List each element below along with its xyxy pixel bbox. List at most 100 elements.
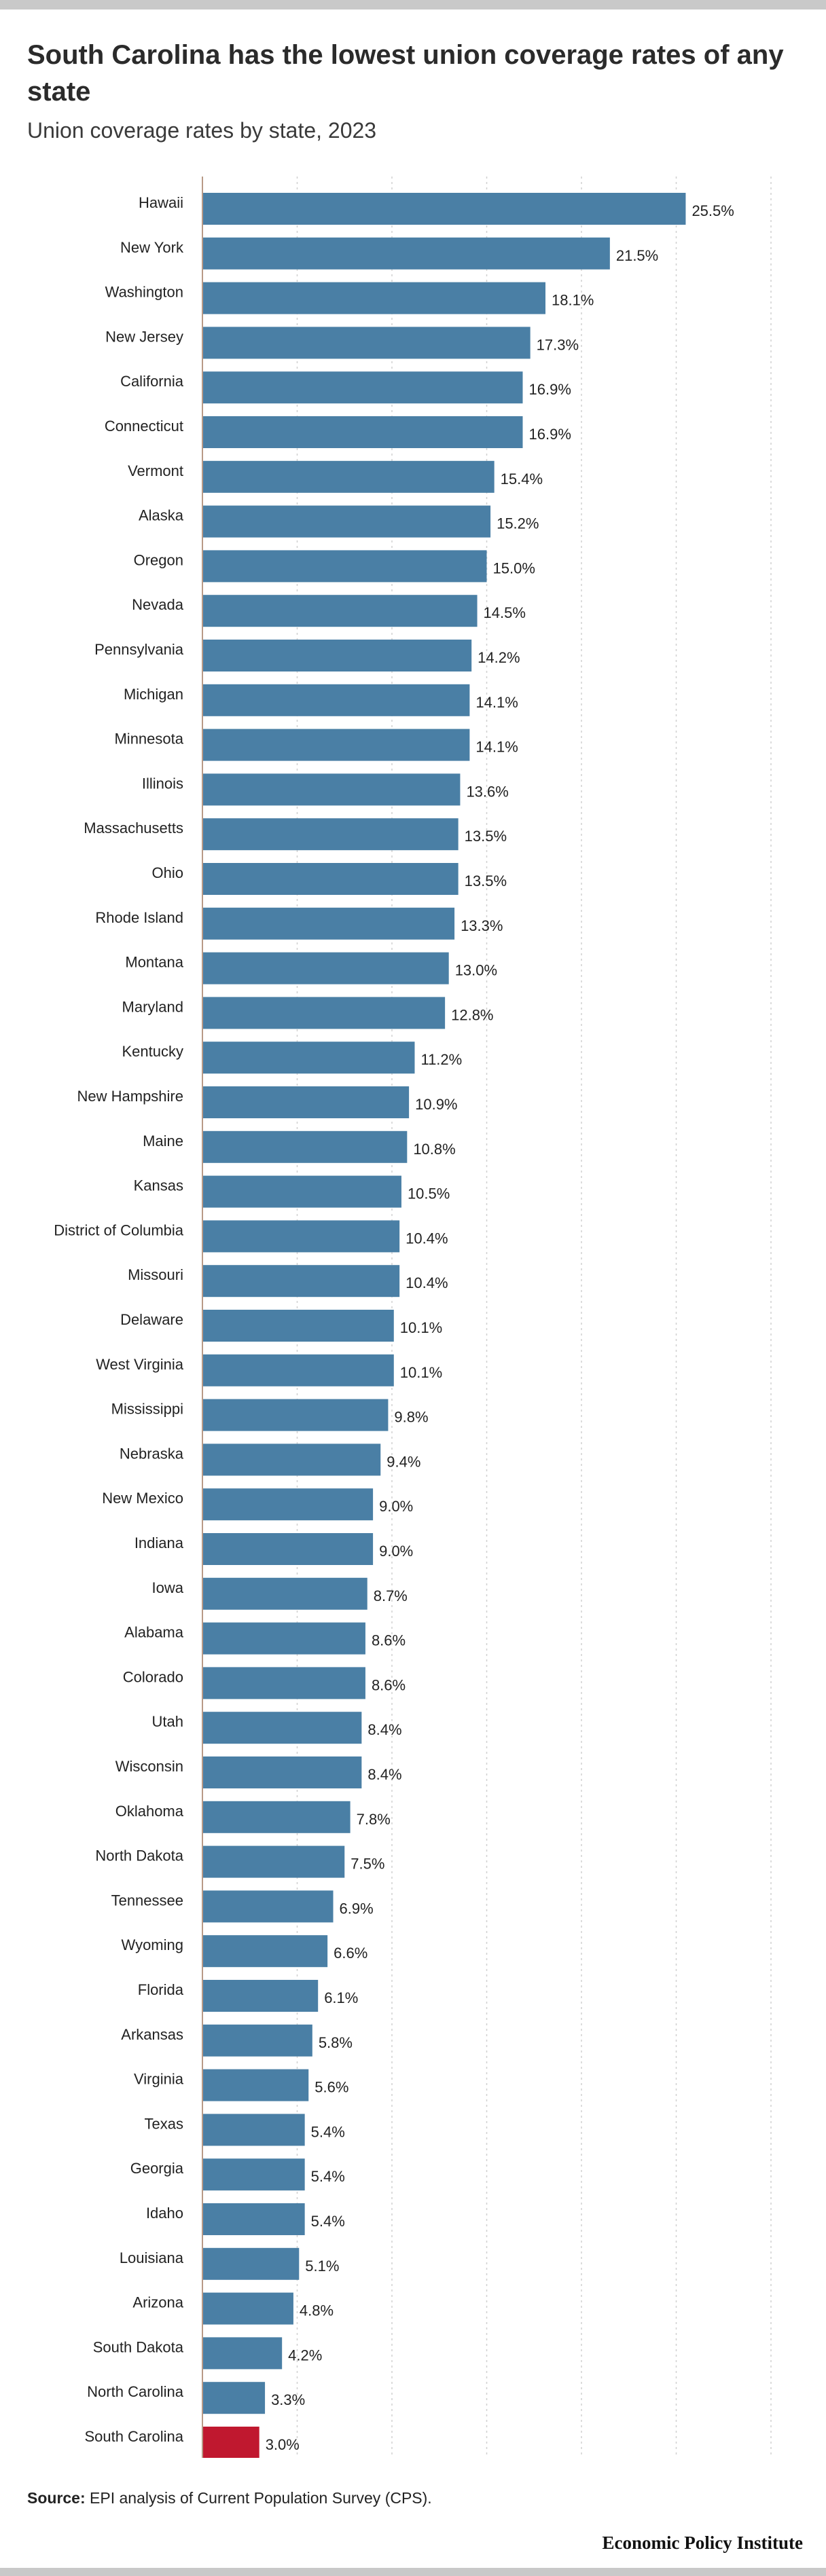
category-label: Massachusetts <box>84 820 183 836</box>
bar <box>202 1488 374 1521</box>
value-label: 9.4% <box>387 1453 420 1470</box>
category-label: Iowa <box>152 1579 184 1596</box>
bar <box>202 1265 400 1298</box>
value-label: 9.8% <box>394 1409 428 1426</box>
value-label: 16.9% <box>529 381 571 398</box>
value-label: 16.9% <box>529 426 571 443</box>
value-label: 8.4% <box>367 1721 401 1738</box>
category-label: Virginia <box>134 2071 184 2088</box>
category-label: Ohio <box>152 864 183 881</box>
bar <box>202 2069 309 2101</box>
bar <box>202 1801 351 1833</box>
value-label: 5.6% <box>315 2079 348 2096</box>
category-label: New Mexico <box>102 1490 183 1507</box>
value-label: 10.1% <box>400 1319 442 1336</box>
category-label: New Jersey <box>105 328 183 345</box>
bar-chart: Hawaii 25.5% New York 21.5% Washington 18.1% N… <box>54 177 772 2458</box>
category-label: California <box>120 373 184 390</box>
value-label: 10.5% <box>408 1185 450 1202</box>
category-label: Alaska <box>139 507 184 524</box>
bar <box>202 907 455 940</box>
bar <box>202 2158 305 2191</box>
value-label: 10.9% <box>415 1096 457 1113</box>
category-label: Wisconsin <box>115 1758 183 1775</box>
category-label: District of Columbia <box>54 1221 183 1238</box>
value-label: 9.0% <box>379 1543 413 1560</box>
category-label: Utah <box>152 1713 183 1730</box>
bar <box>202 729 470 761</box>
value-label: 14.1% <box>475 694 518 711</box>
category-label: Louisiana <box>120 2249 184 2266</box>
bar <box>202 952 449 985</box>
bar <box>202 1086 410 1118</box>
bar <box>202 2292 293 2325</box>
category-label: West Virginia <box>96 1356 184 1373</box>
top-border <box>0 0 826 10</box>
bar <box>202 2382 266 2414</box>
category-label: Missouri <box>128 1266 183 1283</box>
value-label: 7.8% <box>357 1811 391 1828</box>
category-label: Colorado <box>123 1668 183 1685</box>
value-label: 8.4% <box>367 1766 401 1783</box>
bar <box>202 863 459 895</box>
bar <box>202 505 491 538</box>
category-label: Rhode Island <box>95 909 183 926</box>
category-label: Maryland <box>122 998 183 1015</box>
bar <box>202 2247 300 2280</box>
value-label: 10.4% <box>406 1230 448 1247</box>
value-label: 5.4% <box>311 2213 345 2230</box>
category-label: Idaho <box>146 2205 183 2222</box>
category-label: Hawaii <box>139 194 183 211</box>
bar <box>202 1577 367 1610</box>
value-label: 10.4% <box>406 1274 448 1291</box>
value-label: 25.5% <box>692 202 734 219</box>
bar <box>202 684 470 716</box>
value-label: 5.4% <box>311 2168 345 2185</box>
category-label: New York <box>120 239 184 256</box>
category-label: Maine <box>143 1133 183 1149</box>
bar <box>202 371 523 404</box>
bar <box>202 1175 401 1208</box>
bar <box>202 1756 362 1788</box>
category-label: Arkansas <box>121 2026 183 2043</box>
bar <box>202 2427 259 2458</box>
value-label: 13.5% <box>465 872 507 889</box>
value-label: 18.1% <box>552 292 594 309</box>
category-label: Arizona <box>132 2294 183 2311</box>
value-label: 15.2% <box>497 515 539 532</box>
bar <box>202 1980 319 2012</box>
bar <box>202 1042 415 1074</box>
bar <box>202 1443 381 1476</box>
bar <box>202 2203 305 2235</box>
bar <box>202 997 446 1029</box>
category-label: Washington <box>105 284 183 301</box>
category-label: Delaware <box>120 1311 183 1328</box>
bar <box>202 460 495 493</box>
category-label: North Dakota <box>95 1847 183 1864</box>
category-label: Texas <box>145 2115 183 2132</box>
category-label: Kansas <box>134 1177 183 1194</box>
category-label: Georgia <box>130 2160 184 2177</box>
bar <box>202 550 487 583</box>
category-label: Vermont <box>128 462 183 479</box>
bar <box>202 1220 400 1253</box>
source-label: Source: <box>27 2489 86 2507</box>
value-label: 4.8% <box>300 2302 334 2319</box>
value-label: 12.8% <box>451 1006 493 1023</box>
bar <box>202 1845 345 1878</box>
bar <box>202 818 459 851</box>
category-label: Mississippi <box>111 1401 183 1418</box>
value-label: 8.6% <box>372 1632 406 1649</box>
category-label: Michigan <box>124 686 183 703</box>
bar <box>202 1667 365 1699</box>
category-label: South Carolina <box>84 2428 183 2445</box>
category-label: Connecticut <box>105 418 183 435</box>
bar <box>202 2024 312 2057</box>
bar <box>202 1130 408 1163</box>
bar <box>202 1354 394 1386</box>
bar <box>202 640 472 671</box>
bar <box>202 1712 362 1744</box>
value-label: 11.2% <box>420 1051 462 1068</box>
category-label: Oregon <box>134 551 183 568</box>
category-label: Oklahoma <box>115 1803 184 1820</box>
